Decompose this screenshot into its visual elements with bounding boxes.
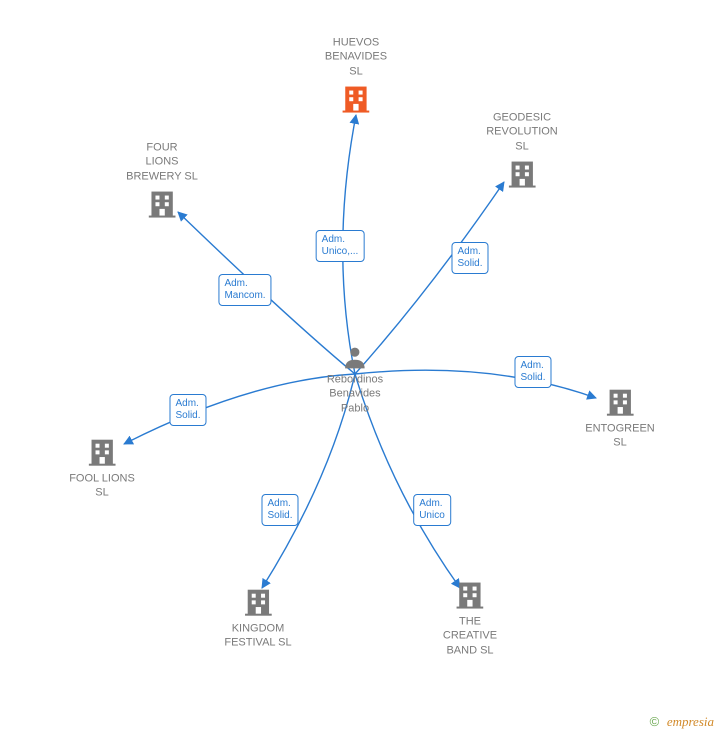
company-label-creative: THE CREATIVE BAND SL (443, 615, 497, 658)
edge-fool (124, 374, 355, 444)
edge-label-kingdom: Adm. Solid. (261, 494, 298, 526)
brand-name: empresia (667, 714, 714, 729)
edge-label-huevos: Adm. Unico,... (316, 230, 365, 262)
company-label-fourlions: FOUR LIONS BREWERY SL (126, 141, 198, 184)
edge-entogreen (355, 370, 596, 398)
edge-label-fourlions: Adm. Mancom. (218, 274, 271, 306)
edge-label-creative: Adm. Unico (413, 494, 451, 526)
building-icon (604, 386, 636, 418)
center-person-node[interactable]: Rebordinos Benavides Pablo (327, 345, 383, 416)
company-node-fool[interactable]: FOOL LIONS SL (69, 436, 135, 501)
company-node-fourlions[interactable]: FOUR LIONS BREWERY SL (126, 141, 198, 220)
company-label-geodesic: GEODESIC REVOLUTION SL (486, 111, 558, 154)
company-node-creative[interactable]: THE CREATIVE BAND SL (443, 579, 497, 658)
building-icon (242, 586, 274, 618)
watermark: © empresia (650, 714, 714, 730)
company-label-fool: FOOL LIONS SL (69, 472, 135, 501)
edge-label-entogreen: Adm. Solid. (514, 356, 551, 388)
company-node-huevos[interactable]: HUEVOS BENAVIDES SL (325, 36, 387, 115)
building-icon (340, 82, 372, 114)
company-node-kingdom[interactable]: KINGDOM FESTIVAL SL (224, 586, 291, 651)
network-diagram: Rebordinos Benavides Pablo HUEVOS BENAVID… (0, 0, 728, 740)
edge-label-geodesic: Adm. Solid. (451, 242, 488, 274)
company-node-entogreen[interactable]: ENTOGREEN SL (585, 386, 654, 451)
center-label: Rebordinos Benavides Pablo (327, 373, 383, 416)
company-label-entogreen: ENTOGREEN SL (585, 422, 654, 451)
company-node-geodesic[interactable]: GEODESIC REVOLUTION SL (486, 111, 558, 190)
building-icon (454, 579, 486, 611)
building-icon (146, 187, 178, 219)
building-icon (86, 436, 118, 468)
copyright-symbol: © (650, 714, 660, 729)
edge-label-fool: Adm. Solid. (169, 394, 206, 426)
building-icon (506, 157, 538, 189)
company-label-huevos: HUEVOS BENAVIDES SL (325, 36, 387, 79)
person-icon (342, 345, 368, 371)
company-label-kingdom: KINGDOM FESTIVAL SL (224, 622, 291, 651)
